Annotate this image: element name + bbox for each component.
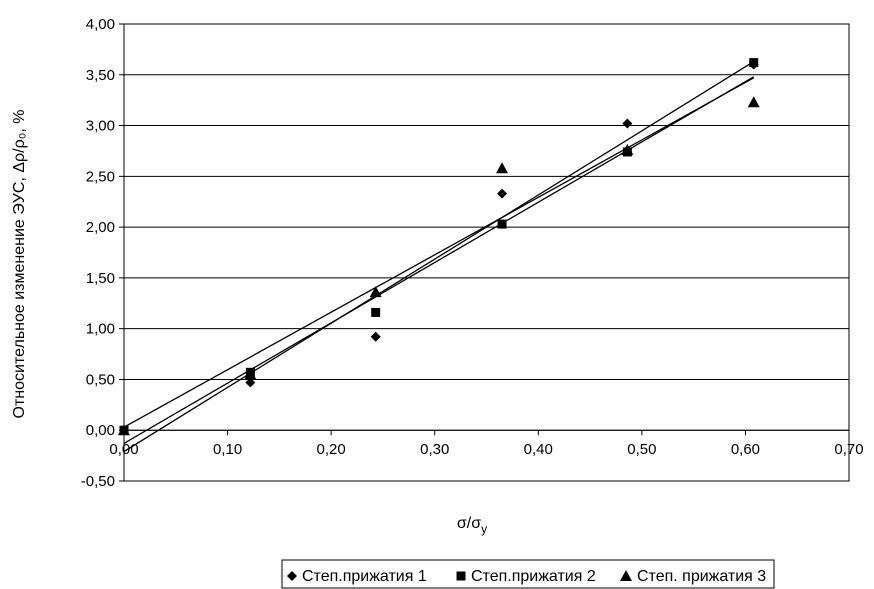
x-axis-title-subscript: y <box>481 522 487 536</box>
x-tick-label: 0,70 <box>834 441 863 458</box>
y-tick-label: 2,00 <box>86 219 115 236</box>
legend-marker-series-3 <box>620 570 632 581</box>
y-tick-label: 1,50 <box>86 270 115 287</box>
x-tick-label: 0,00 <box>109 441 138 458</box>
trendlines <box>123 61 755 453</box>
data-point-series-3 <box>747 96 760 108</box>
x-axis-title: σ/σy <box>457 515 487 536</box>
x-tick-label: 0,10 <box>213 441 242 458</box>
x-tick-label: 0,30 <box>420 441 449 458</box>
y-tick-label: 0,00 <box>86 422 115 439</box>
legend-label-series-1: Степ.прижатия 1 <box>302 568 427 585</box>
y-tick-label: 4,00 <box>86 16 115 33</box>
x-axis-title-main: σ/σ <box>457 515 481 532</box>
y-tick-label: 0,50 <box>86 371 115 388</box>
legend-box <box>281 559 775 589</box>
y-axis-title: Относительное изменение ЭУС, Δρ/ρ₀, % <box>11 110 28 419</box>
y-tick-label: -0,50 <box>81 473 115 490</box>
y-tick-label: 1,00 <box>86 321 115 338</box>
x-tick-label: 0,20 <box>317 441 346 458</box>
axes <box>119 23 850 482</box>
x-tick-label: 0,40 <box>524 441 553 458</box>
data-point-series-1 <box>245 377 256 388</box>
data-point-series-1 <box>497 188 508 199</box>
data-point-series-2 <box>371 307 381 317</box>
x-tick-label: 0,60 <box>731 441 760 458</box>
data-point-series-2 <box>749 58 759 68</box>
x-tick-label: 0,50 <box>627 441 656 458</box>
legend-marker-series-1 <box>287 571 297 581</box>
legend-label-series-2: Степ.прижатия 2 <box>471 568 596 585</box>
y-tick-label: 2,50 <box>86 168 115 185</box>
plot-area <box>123 23 850 482</box>
data-point-series-3 <box>118 424 130 436</box>
y-tick-label: 3,50 <box>86 67 115 84</box>
legend-marker-series-2 <box>456 571 466 581</box>
data-point-series-2 <box>497 219 507 229</box>
trendline-series-2 <box>123 76 755 444</box>
data-point-series-3 <box>244 368 257 380</box>
legend-label-series-3: Степ. прижатия 3 <box>637 568 766 585</box>
data-point-series-3 <box>496 162 509 174</box>
trendline-series-3 <box>123 77 755 428</box>
trendline-series-1 <box>123 61 755 453</box>
y-tick-label: 3,00 <box>86 118 115 135</box>
data-point-series-1 <box>370 331 381 342</box>
data-point-series-3 <box>369 286 382 298</box>
data-points <box>118 58 760 436</box>
data-point-series-3 <box>621 143 634 155</box>
legend: Степ.прижатия 1 Степ.прижатия 2 Степ. приж… <box>281 559 775 589</box>
tick-labels: -0,50 0,00 0,50 1,00 1,50 2,00 2,50 3,00 3,50 4,0… <box>81 16 864 490</box>
data-point-series-1 <box>622 118 633 129</box>
